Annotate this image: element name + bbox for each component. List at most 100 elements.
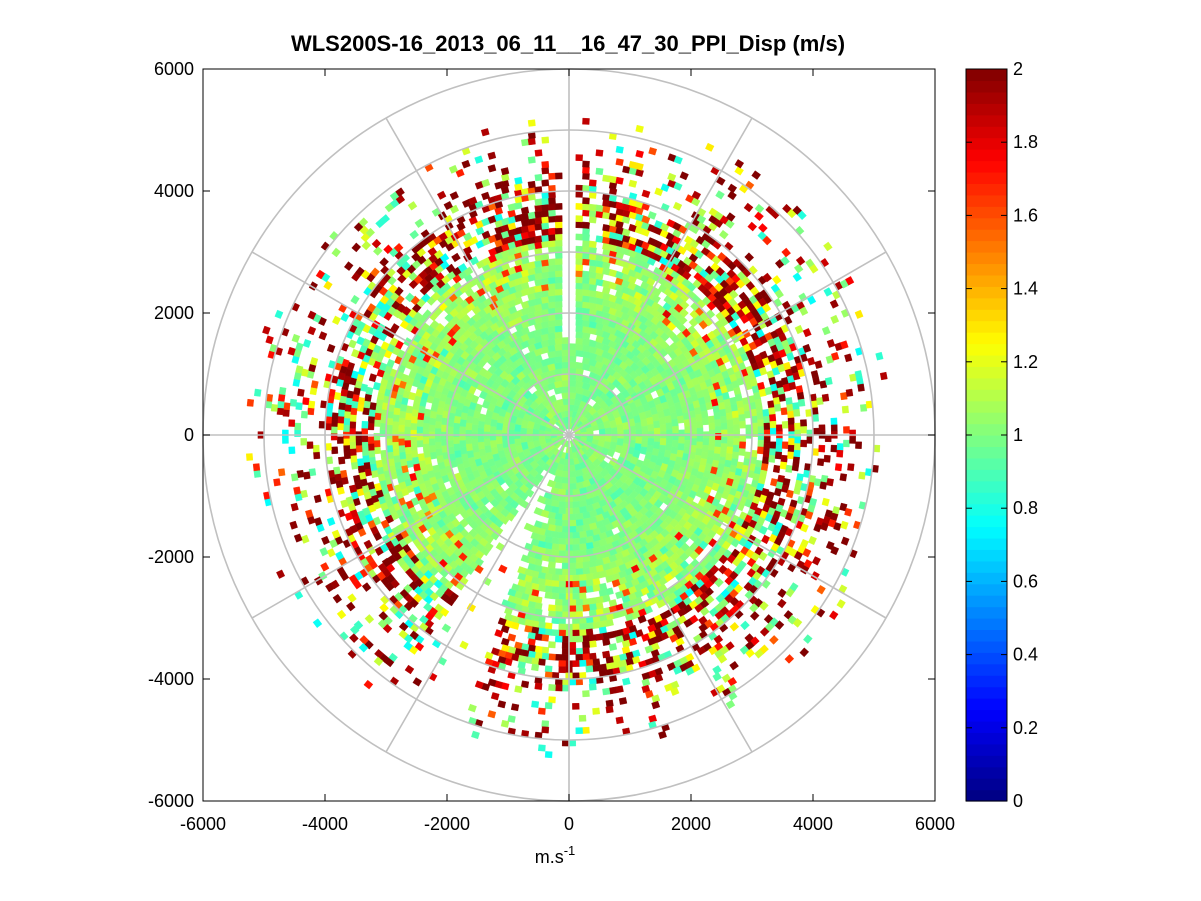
data-cell [568, 385, 577, 394]
data-cell [582, 160, 590, 168]
data-cell [708, 436, 716, 444]
data-cell [392, 441, 399, 450]
data-cell [561, 635, 570, 643]
data-cell [551, 543, 560, 551]
data-cell [483, 438, 491, 447]
colorbar-segment [966, 217, 1007, 230]
colorbar-segment [966, 137, 1007, 150]
data-cell [665, 443, 673, 452]
data-cell [720, 443, 728, 451]
data-cell [368, 449, 376, 458]
data-cell [558, 629, 566, 637]
data-cell [532, 434, 540, 442]
data-cell [337, 408, 345, 417]
data-cell [459, 439, 467, 448]
data-cell [575, 562, 584, 570]
data-cell [554, 203, 563, 210]
data-cell [554, 568, 563, 576]
colorbar-segment [966, 560, 1007, 573]
data-cell [541, 634, 550, 642]
data-cell [561, 642, 570, 649]
data-cell [554, 288, 563, 296]
data-cell [561, 470, 570, 478]
data-cell [732, 444, 740, 453]
data-cell [288, 419, 296, 427]
data-cell [800, 439, 808, 448]
data-cell [541, 234, 550, 242]
data-cell [788, 424, 795, 432]
data-cell [757, 439, 765, 448]
data-cell [582, 598, 591, 606]
data-cell [855, 441, 862, 449]
data-cell [592, 658, 601, 666]
data-cell [575, 598, 584, 606]
data-cell [534, 173, 543, 182]
data-cell [548, 227, 556, 235]
data-cell [356, 458, 365, 467]
data-cell [561, 392, 570, 400]
data-cell [355, 444, 363, 453]
data-cell [548, 641, 556, 649]
data-cell [477, 441, 485, 450]
colorbar-segment [966, 526, 1007, 539]
data-cell [303, 471, 311, 480]
data-cell [561, 611, 570, 619]
data-cell [554, 221, 563, 229]
y-tick-label: 2000 [154, 303, 194, 323]
data-cell [585, 628, 594, 636]
data-cell [412, 463, 421, 472]
data-cell [595, 167, 604, 176]
data-cell [398, 438, 405, 446]
data-cell [578, 629, 587, 637]
data-cell [558, 580, 566, 588]
data-cell [726, 419, 734, 427]
data-cell [554, 519, 563, 527]
data-cell [368, 456, 377, 465]
data-cell [541, 167, 550, 175]
data-cell [410, 449, 419, 458]
data-cell [733, 424, 740, 432]
data-cell [527, 180, 536, 189]
x-tick-label: -2000 [424, 814, 470, 834]
data-cell [551, 574, 560, 582]
data-cell [738, 413, 746, 422]
data-cell [818, 444, 826, 453]
data-cell [641, 439, 649, 448]
colorbar-segment [966, 309, 1007, 322]
data-cell [296, 469, 305, 479]
data-cell [582, 289, 591, 297]
data-cell [428, 417, 437, 426]
data-cell [819, 481, 828, 490]
data-cell [605, 618, 614, 627]
data-cell [294, 422, 302, 431]
data-cell [541, 216, 550, 224]
y-tick-label: 4000 [154, 181, 194, 201]
data-cell [534, 651, 543, 660]
data-cell [836, 449, 844, 458]
data-cell [343, 417, 351, 426]
data-cell [775, 438, 783, 446]
data-cell [338, 456, 346, 465]
data-cell [719, 408, 727, 417]
data-cell [635, 436, 643, 445]
data-cell [791, 463, 800, 472]
data-cell [588, 652, 597, 660]
data-cell [434, 427, 442, 436]
data-cell [561, 739, 570, 747]
data-cell [422, 415, 431, 424]
data-cell [787, 417, 795, 426]
colorbar-segment [966, 732, 1007, 745]
colorbar-segment [966, 766, 1007, 779]
data-cell [572, 629, 580, 637]
data-cell [641, 425, 649, 434]
colorbar-segment [966, 263, 1007, 276]
data-cell [857, 383, 865, 392]
data-cell [575, 343, 584, 351]
data-cell [411, 408, 419, 417]
data-cell [582, 227, 590, 235]
data-cell [812, 427, 820, 436]
data-cell [349, 420, 357, 429]
colorbar-segment [966, 366, 1007, 379]
data-cell [734, 393, 743, 402]
